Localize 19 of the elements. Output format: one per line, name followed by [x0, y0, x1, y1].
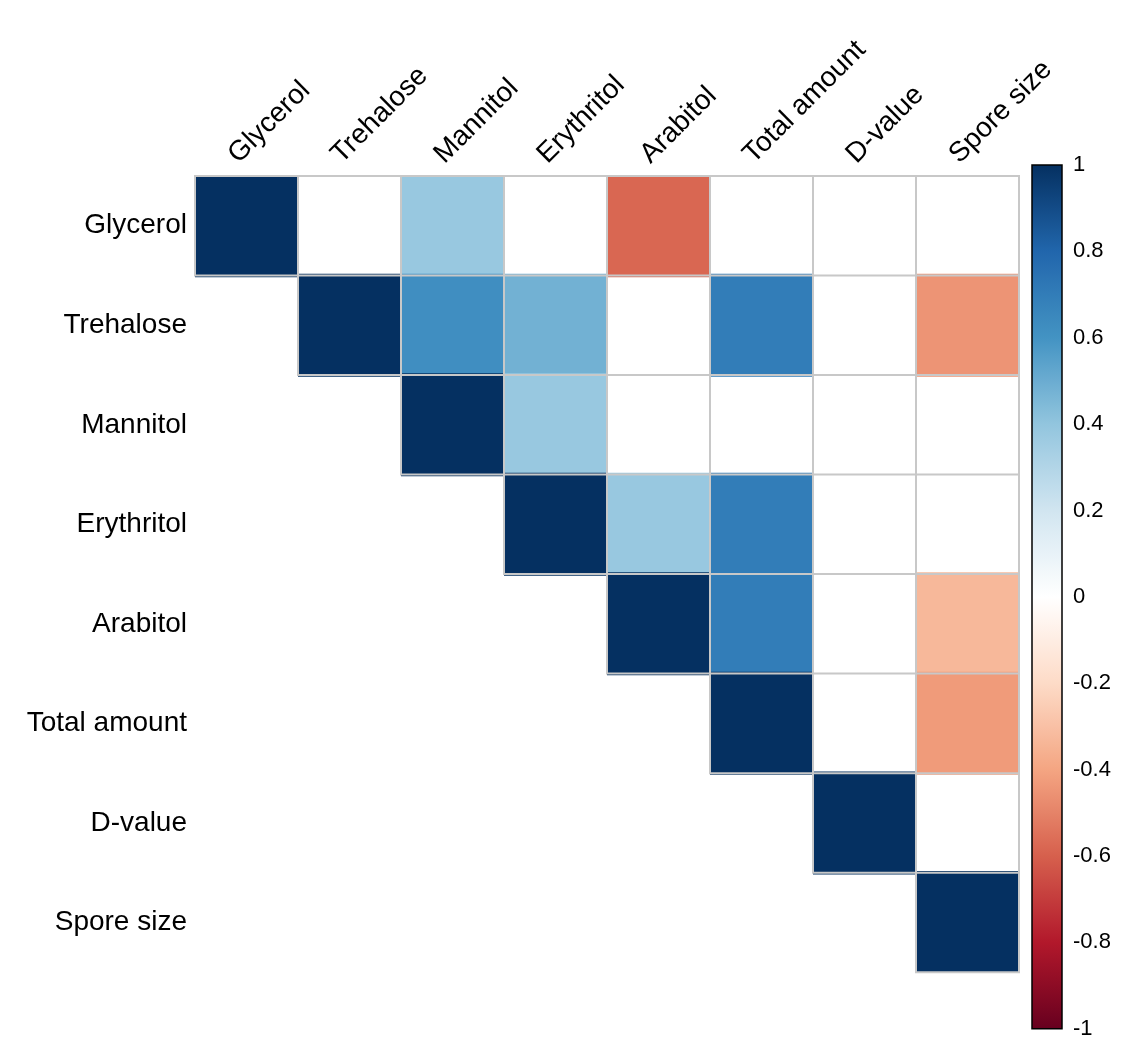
color-bar-label: -0.8 [1073, 928, 1111, 954]
y-tick-label: Spore size [54, 905, 187, 937]
color-bar-label: 1 [1073, 151, 1086, 177]
color-bar-label: -0.6 [1073, 842, 1111, 868]
color-bar-label: 0.6 [1073, 323, 1104, 349]
color-bar-label: 0.2 [1073, 496, 1104, 522]
y-tick-label: Trehalose [63, 308, 187, 339]
color-bar-label: -0.4 [1073, 755, 1111, 781]
color-bar-label: 0 [1073, 582, 1086, 608]
y-tick-label: D-value [90, 805, 187, 837]
y-tick-label: Mannitol [81, 407, 187, 439]
y-tick-label: Arabitol [92, 606, 187, 638]
color-bar-label: -0.2 [1073, 669, 1111, 695]
y-tick-label: Total amount [26, 706, 188, 738]
color-bar-label: 0.4 [1073, 410, 1104, 436]
color-bar-label: -1 [1073, 1014, 1093, 1040]
color-bar-label: 0.8 [1073, 237, 1104, 263]
y-tick-label: Glycerol [84, 208, 187, 240]
y-tick-label: Erythritol [76, 507, 187, 539]
